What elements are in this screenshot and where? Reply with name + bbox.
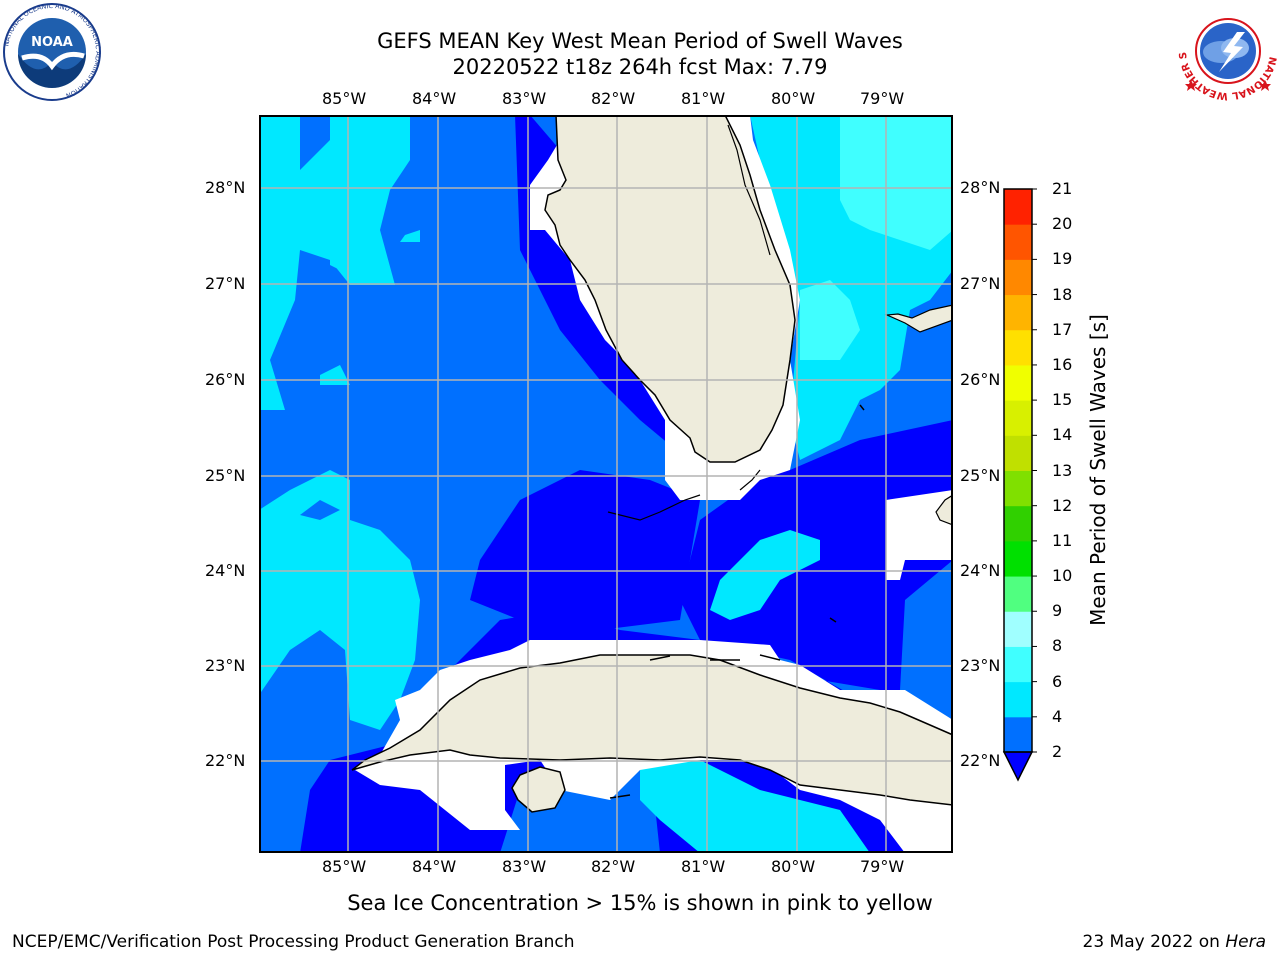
lon-tick-top: 82°W	[591, 89, 636, 108]
colorbar-tick-label: 12	[1052, 495, 1073, 515]
map-grid	[259, 115, 953, 853]
colorbar-tick-label: 20	[1052, 214, 1073, 234]
lon-tick-bottom: 80°W	[771, 857, 816, 876]
noaa-logo-text: NOAA	[31, 35, 73, 50]
swell-contour-cyan-south	[710, 530, 820, 620]
lat-tick-right: 26°N	[960, 370, 1001, 389]
land-cuba	[351, 654, 953, 806]
noaa-logo: NATIONAL OCEANIC AND ATMOSPHERIC ADMINIS…	[2, 2, 102, 102]
lat-tick-right: 25°N	[960, 466, 1001, 485]
footer-date: 23 May 2022 on Hera	[1083, 932, 1267, 952]
colorbar-tick-label: 16	[1052, 354, 1073, 374]
colorbar-band	[1004, 681, 1032, 718]
colorbar-band	[1004, 505, 1032, 542]
colorbar-tick-label: 9	[1052, 601, 1063, 621]
colorbar-band	[1004, 716, 1032, 753]
colorbar-band	[1004, 540, 1032, 577]
lon-tick-bottom: 81°W	[681, 857, 726, 876]
colorbar-tick-label: 10	[1052, 566, 1073, 586]
lon-tick-bottom: 82°W	[591, 857, 636, 876]
land-bahamas	[884, 304, 953, 333]
lon-tick-top: 79°W	[860, 89, 905, 108]
colorbar-tick-label: 18	[1052, 284, 1073, 304]
colorbar-tick-label: 19	[1052, 249, 1073, 269]
lat-tick-left: 25°N	[205, 466, 246, 485]
colorbar-label: Mean Period of Swell Waves [s]	[1086, 314, 1110, 626]
lon-tick-bottom: 83°W	[502, 857, 547, 876]
colorbar-tick-label: 11	[1052, 530, 1073, 550]
colorbar-tick-label: 6	[1052, 671, 1063, 691]
colorbar-band	[1004, 224, 1032, 260]
land-isle-of-youth	[511, 766, 566, 813]
colorbar-band	[1004, 576, 1032, 612]
colorbar-tick-label: 14	[1052, 425, 1073, 445]
colorbar-band	[1004, 294, 1032, 331]
colorbar-band	[1004, 364, 1032, 401]
lon-tick-top: 84°W	[412, 89, 457, 108]
lon-tick-bottom: 85°W	[322, 857, 367, 876]
colorbar-tick-label: 2	[1052, 742, 1063, 761]
lon-tick-bottom: 79°W	[860, 857, 905, 876]
lon-tick-top: 85°W	[322, 89, 367, 108]
colorbar-band	[1004, 646, 1032, 683]
colorbar-tick-label: 4	[1052, 706, 1063, 726]
footer-host: Hera	[1225, 932, 1266, 952]
colorbar	[1000, 185, 1040, 785]
colorbar-band	[1004, 259, 1032, 296]
colorbar-tick-label: 17	[1052, 319, 1073, 339]
lat-tick-right: 23°N	[960, 656, 1001, 675]
lat-tick-left: 24°N	[205, 561, 246, 580]
footer-credit: NCEP/EMC/Verification Post Processing Pr…	[12, 932, 575, 952]
lat-tick-left: 26°N	[205, 370, 246, 389]
lon-tick-top: 80°W	[771, 89, 816, 108]
colorbar-tick-label: 8	[1052, 636, 1063, 656]
lat-tick-right: 24°N	[960, 561, 1001, 580]
lon-tick-top: 83°W	[502, 89, 547, 108]
nws-logo: NATIONAL WEATHER SERVICE	[1173, 0, 1279, 102]
colorbar-tick-label: 15	[1052, 390, 1073, 410]
sea-ice-note: Sea Ice Concentration > 15% is shown in …	[347, 891, 933, 915]
lat-tick-right: 27°N	[960, 274, 1001, 293]
lat-tick-left: 23°N	[205, 656, 246, 675]
chart-subtitle: 20220522 t18z 264h fcst Max: 7.79	[452, 55, 828, 79]
colorbar-extend-triangle	[1002, 751, 1034, 782]
lon-tick-bottom: 84°W	[412, 857, 457, 876]
lat-tick-right: 28°N	[960, 178, 1001, 197]
chart-title: GEFS MEAN Key West Mean Period of Swell …	[377, 29, 903, 53]
footer-date-text: 23 May 2022 on	[1082, 932, 1226, 952]
lon-tick-top: 81°W	[681, 89, 726, 108]
land-florida	[544, 115, 796, 463]
colorbar-band	[1004, 470, 1032, 507]
lat-tick-left: 28°N	[205, 178, 246, 197]
colorbar-band	[1004, 611, 1032, 647]
map-frame	[259, 115, 953, 853]
lat-tick-left: 22°N	[205, 751, 246, 770]
colorbar-band	[1004, 189, 1032, 225]
lat-tick-left: 27°N	[205, 274, 246, 293]
lat-tick-right: 22°N	[960, 751, 1001, 770]
colorbar-band	[1004, 329, 1032, 366]
colorbar-band	[1004, 435, 1032, 471]
colorbar-tick-label: 21	[1052, 179, 1073, 198]
colorbar-tick-label: 13	[1052, 460, 1073, 480]
colorbar-band	[1004, 400, 1032, 436]
